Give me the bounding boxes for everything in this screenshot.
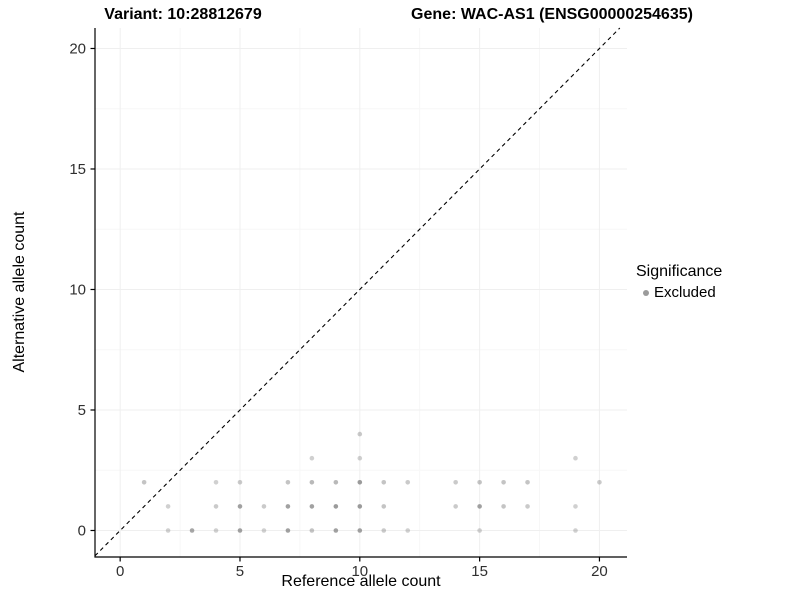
x-tick-label: 15 (471, 563, 488, 580)
data-point (357, 455, 363, 461)
data-point (405, 479, 411, 485)
data-point (525, 479, 530, 485)
data-point (453, 479, 458, 485)
gene-title: Gene: WAC-AS1 (ENSG00000254635) (411, 6, 693, 23)
data-point (309, 504, 315, 509)
data-point (573, 504, 578, 509)
legend-item-label: Excluded (654, 284, 716, 301)
data-point (501, 504, 506, 509)
data-point (261, 504, 267, 509)
data-point (237, 528, 243, 533)
data-point (237, 479, 243, 485)
x-tick-label: 0 (116, 563, 124, 580)
legend-title: Significance (636, 263, 723, 280)
data-point (261, 528, 267, 533)
data-point (573, 455, 578, 461)
data-point (381, 528, 387, 533)
x-axis-title: Reference allele count (281, 573, 441, 590)
data-point (501, 479, 506, 485)
legend: Significance Excluded (636, 263, 722, 301)
data-point (285, 528, 291, 533)
data-point (213, 479, 219, 485)
data-point (285, 504, 291, 509)
data-point (141, 479, 147, 485)
data-point (597, 479, 602, 485)
data-point (477, 504, 482, 509)
excluded-point-icon (643, 289, 649, 296)
data-point (285, 479, 291, 485)
y-tick-label: 5 (78, 402, 86, 419)
data-point (213, 528, 219, 533)
data-point (357, 528, 363, 533)
data-point (165, 504, 171, 509)
data-point (453, 504, 458, 509)
data-point (309, 455, 315, 461)
data-point (333, 504, 339, 509)
data-point (381, 479, 387, 485)
y-axis-title: Alternative allele count (11, 211, 28, 373)
data-point (477, 479, 482, 485)
data-point (237, 504, 243, 509)
data-point (525, 504, 530, 509)
legend-item-excluded: Excluded (636, 284, 722, 301)
y-tick-label: 0 (78, 522, 86, 539)
data-point (165, 528, 171, 533)
data-point (189, 528, 195, 533)
variant-title: Variant: 10:28812679 (104, 6, 262, 23)
identity-reference-line (94, 27, 621, 557)
x-tick-label: 5 (236, 563, 244, 580)
data-point (309, 528, 315, 533)
data-point (309, 479, 315, 485)
x-tick-label: 20 (591, 563, 608, 580)
data-point (333, 528, 339, 533)
x-tick-label: 10 (351, 563, 368, 580)
data-point (381, 504, 387, 509)
data-point (357, 504, 363, 509)
data-point (357, 479, 363, 485)
axis-lines (94, 28, 627, 558)
data-point (333, 479, 339, 485)
data-point (213, 504, 219, 509)
data-point (405, 528, 411, 533)
y-tick-label: 15 (69, 161, 86, 178)
y-tick-label: 10 (69, 281, 86, 298)
data-point (477, 528, 482, 533)
data-point (357, 431, 363, 437)
y-tick-label: 20 (69, 40, 86, 57)
data-point (573, 528, 578, 533)
